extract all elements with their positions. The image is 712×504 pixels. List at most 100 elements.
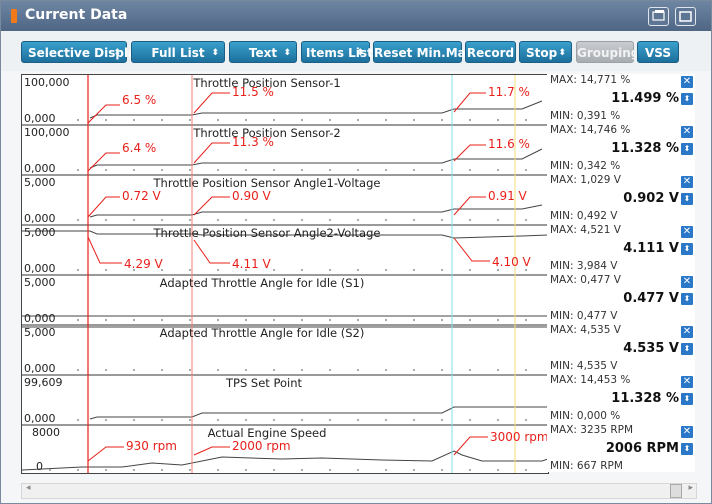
scale-min-label: 0 — [36, 460, 43, 473]
scale-min-label: 0,000 — [24, 262, 56, 275]
signal-trace — [22, 450, 548, 471]
window-icon — [11, 9, 17, 23]
values-area: MAX: 14,771 % 11.499 % MIN: 0,391 % ✕ ⬍ … — [547, 74, 695, 472]
annotation-leader — [193, 196, 230, 216]
annotation-leader — [87, 152, 120, 172]
annotation-leader — [193, 92, 230, 114]
min-value: MIN: 3,984 V — [550, 260, 618, 272]
marker-annotation: 4.29 V — [124, 257, 163, 271]
scale-max-label: 5,000 — [24, 226, 56, 239]
updown-icon: ⬍ — [356, 48, 364, 58]
current-value: 11.328 % — [611, 391, 679, 406]
marker-annotation: 11.6 % — [488, 137, 530, 151]
signal-trace — [89, 204, 543, 218]
stop-button[interactable]: Stop ⬍ — [519, 41, 572, 63]
close-icon[interactable]: ✕ — [681, 176, 693, 188]
panel-title: Throttle Position Sensor Angle2-Voltage — [153, 226, 381, 240]
scale-max-label: 8000 — [32, 426, 60, 439]
close-icon[interactable]: ✕ — [681, 226, 693, 238]
max-value: MAX: 14,746 % — [550, 124, 631, 136]
marker-annotation: 4.11 V — [232, 257, 271, 271]
close-icon[interactable]: ✕ — [681, 76, 693, 88]
updown-icon[interactable]: ⬍ — [681, 443, 693, 455]
marker-annotation: 11.3 % — [232, 135, 274, 149]
annotation-leader — [87, 196, 120, 218]
max-value: MAX: 1,029 V — [550, 174, 621, 186]
value-row: MAX: 14,453 % 11.328 % MIN: 0,000 % ✕ ⬍ — [547, 374, 695, 424]
updown-icon[interactable]: ⬍ — [681, 143, 693, 155]
annotation-leader — [453, 144, 486, 162]
annotation-leader — [453, 436, 488, 456]
min-value: MIN: 0,492 V — [550, 210, 618, 222]
value-row: MAX: 14,771 % 11.499 % MIN: 0,391 % ✕ ⬍ — [547, 74, 695, 124]
updown-icon[interactable]: ⬍ — [681, 243, 693, 255]
scale-min-label: 0,000 — [24, 312, 56, 325]
updown-icon[interactable]: ⬍ — [681, 393, 693, 405]
scale-max-label: 99,609 — [24, 376, 63, 389]
horizontal-scrollbar[interactable]: ◂ ▸ — [21, 483, 697, 499]
marker-annotation: 6.5 % — [122, 93, 157, 107]
marker-annotation: 0.72 V — [122, 189, 161, 203]
panel-title: Throttle Position Sensor-1 — [193, 76, 341, 90]
panel-title: Adapted Throttle Angle for Idle (S1) — [159, 276, 365, 290]
marker-annotation: 11.7 % — [488, 85, 530, 99]
updown-icon[interactable]: ⬍ — [681, 193, 693, 205]
close-icon[interactable]: ✕ — [681, 376, 693, 388]
full-list-button[interactable]: Full List ⬍ — [131, 41, 225, 63]
max-value: MAX: 14,453 % — [550, 374, 631, 386]
marker-annotation: 0.90 V — [232, 189, 271, 203]
close-icon[interactable]: ✕ — [681, 126, 693, 138]
updown-icon: ⬍ — [211, 48, 219, 58]
current-value: 4.535 V — [623, 341, 679, 356]
close-icon[interactable]: ✕ — [681, 426, 693, 438]
reset-minmax-button[interactable]: Reset Min.Max — [373, 41, 474, 63]
toolbar: Selective Display ⬍ Full List ⬍ Text ⬍ Item… — [1, 31, 711, 71]
current-value: 0.477 V — [623, 291, 679, 306]
vss-button[interactable]: VSS — [637, 41, 679, 63]
annotation-leader — [193, 239, 230, 264]
updown-icon: ⬍ — [283, 48, 291, 58]
grouping-button[interactable]: Grouping — [576, 41, 639, 63]
value-row: MAX: 4,535 V 4.535 V MIN: 4,535 V ✕ ⬍ — [547, 324, 695, 374]
close-icon[interactable]: ✕ — [681, 326, 693, 338]
value-row: MAX: 3235 RPM 2006 RPM MIN: 667 RPM ✕ ⬍ — [547, 424, 695, 474]
max-value: MAX: 14,771 % — [550, 74, 631, 86]
scale-min-label: 0,000 — [24, 212, 56, 225]
current-value: 11.499 % — [611, 91, 679, 106]
max-value: MAX: 4,521 V — [550, 224, 621, 236]
min-value: MIN: 0,391 % — [550, 110, 621, 122]
updown-icon[interactable]: ⬍ — [681, 343, 693, 355]
annotation-leader — [193, 142, 230, 164]
panel-title: Throttle Position Sensor Angle1-Voltage — [153, 176, 381, 190]
signal-trace — [22, 230, 548, 239]
scale-min-label: 0,000 — [24, 412, 56, 425]
min-value: MIN: 0,000 % — [550, 410, 621, 422]
annotation-leader — [453, 237, 490, 262]
signal-trace — [89, 100, 543, 119]
value-row: MAX: 1,029 V 0.902 V MIN: 0,492 V ✕ ⬍ — [547, 174, 695, 224]
restore-icon[interactable] — [648, 7, 669, 26]
scale-max-label: 5,000 — [24, 276, 56, 289]
scale-max-label: 100,000 — [24, 126, 70, 139]
value-row: MAX: 0,477 V 0.477 V MIN: 0,477 V ✕ ⬍ — [547, 274, 695, 324]
text-button[interactable]: Text ⬍ — [229, 41, 297, 63]
updown-icon[interactable]: ⬍ — [681, 93, 693, 105]
scroll-left-icon[interactable]: ◂ — [26, 483, 31, 493]
scale-min-label: 0,000 — [24, 362, 56, 375]
items-list-button[interactable]: Items List ⬍ — [301, 41, 373, 63]
selective-display-button[interactable]: Selective Display ⬍ — [21, 41, 144, 63]
min-value: MIN: 667 RPM — [550, 460, 623, 472]
close-icon[interactable]: ✕ — [681, 276, 693, 288]
graph-area[interactable]: 100,000 0,000 Throttle Position Sensor-1… — [21, 74, 549, 474]
updown-icon[interactable]: ⬍ — [681, 293, 693, 305]
value-row: MAX: 4,521 V 4.111 V MIN: 3,984 V ✕ ⬍ — [547, 224, 695, 274]
scroll-right-icon[interactable]: ▸ — [688, 483, 693, 493]
minimize-icon[interactable] — [675, 7, 696, 26]
max-value: MAX: 3235 RPM — [550, 424, 634, 436]
record-button[interactable]: Record — [465, 41, 516, 63]
updown-icon: ⬍ — [113, 48, 121, 58]
annotation-leader — [87, 446, 124, 462]
annotation-leader — [87, 236, 122, 264]
marker-annotation: 0.91 V — [488, 189, 527, 203]
scroll-thumb[interactable] — [670, 484, 682, 498]
